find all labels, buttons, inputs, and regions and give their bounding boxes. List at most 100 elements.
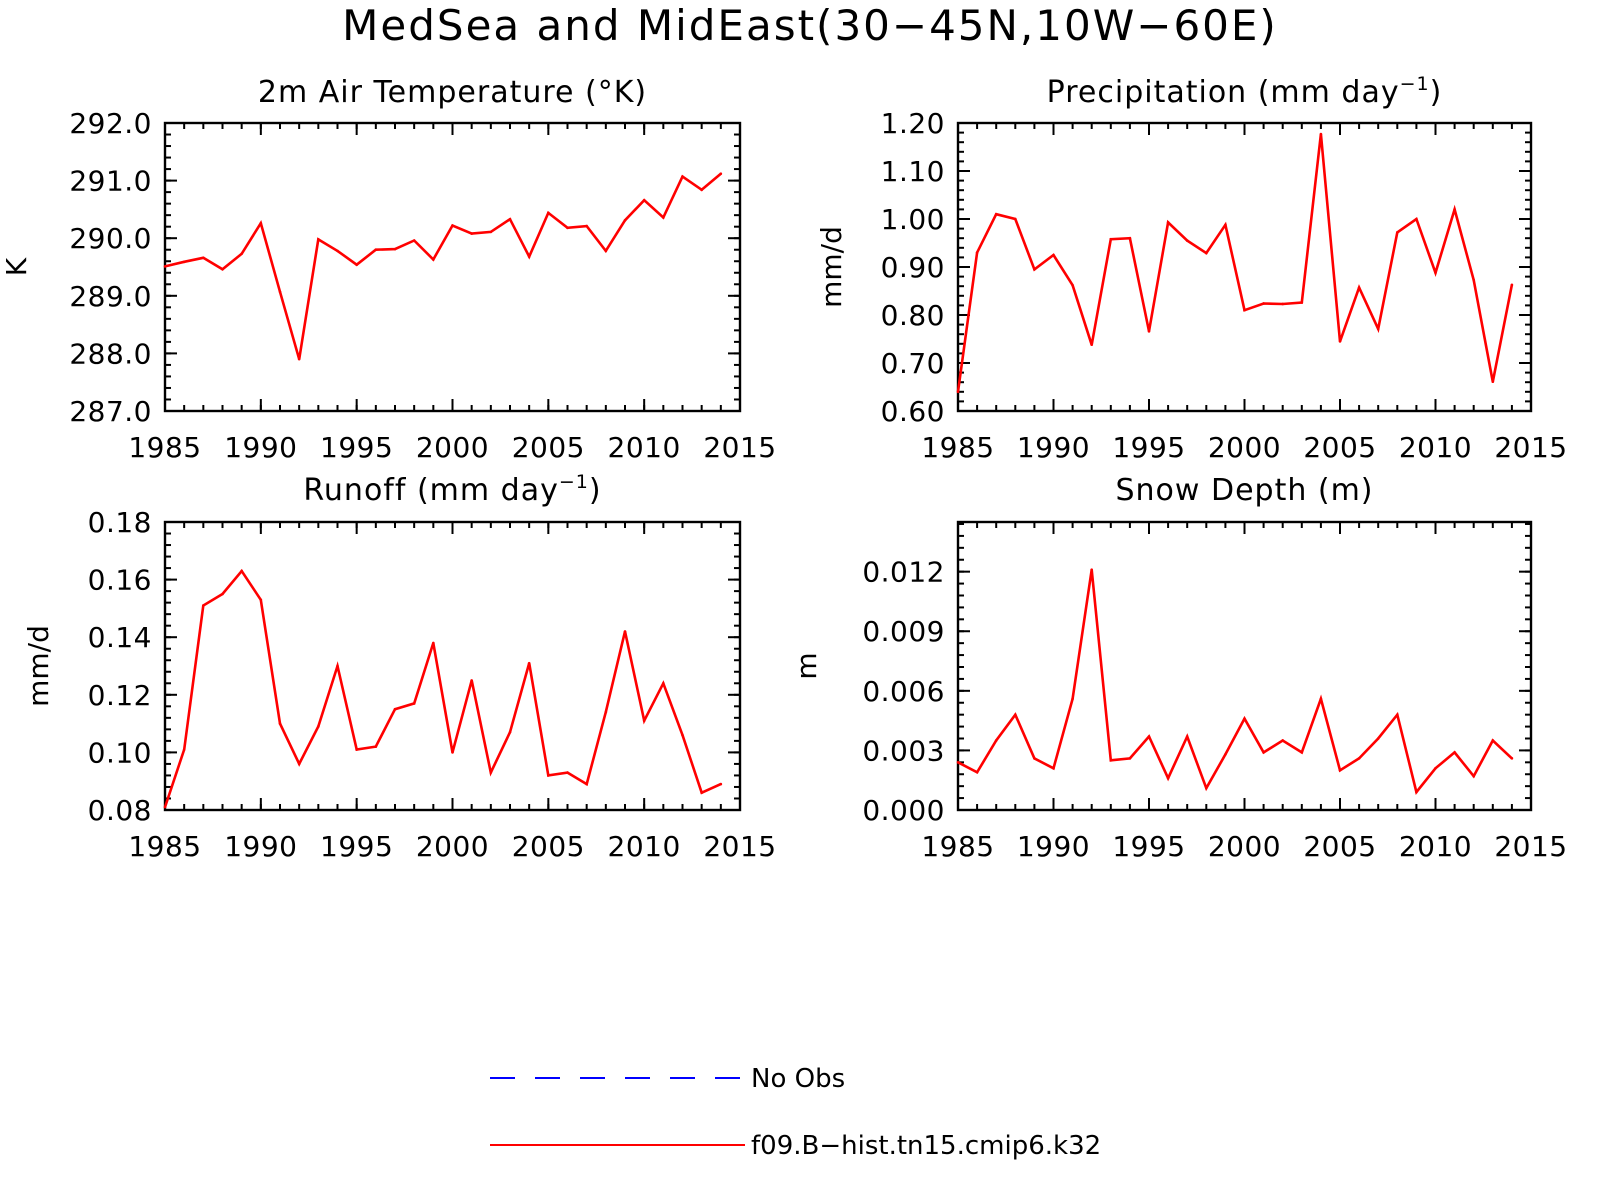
data-point xyxy=(994,739,998,742)
data-point xyxy=(240,569,243,573)
data-point xyxy=(278,290,282,294)
data-point xyxy=(1472,774,1475,778)
y-tick-label: 0.000 xyxy=(862,794,945,827)
data-point xyxy=(317,725,320,728)
data-point xyxy=(662,216,665,219)
data-point xyxy=(1357,757,1361,760)
data-point xyxy=(1014,217,1017,221)
y-axis-label: mm/d xyxy=(22,625,55,707)
data-point xyxy=(297,762,301,766)
data-point xyxy=(1224,753,1227,756)
series-line xyxy=(957,569,1513,795)
data-point xyxy=(975,251,979,254)
data-point xyxy=(1109,237,1113,241)
data-point xyxy=(412,702,416,705)
data-point xyxy=(566,226,569,230)
data-point xyxy=(1071,283,1074,287)
y-tick-label: 287.0 xyxy=(69,395,152,428)
data-point xyxy=(1491,380,1495,384)
data-point xyxy=(1014,713,1017,716)
y-tick-label: 290.0 xyxy=(69,222,152,255)
data-point xyxy=(1224,223,1227,227)
data-point xyxy=(182,748,186,751)
legend-item-1: No Obs xyxy=(490,1064,845,1094)
data-point xyxy=(221,592,224,596)
data-point xyxy=(527,255,531,258)
data-point xyxy=(975,770,979,774)
data-point xyxy=(1319,697,1323,701)
x-tick-label: 1985 xyxy=(128,830,201,863)
panel-title: Precipitation (mm day−1) xyxy=(1047,73,1443,110)
data-point xyxy=(489,771,493,774)
data-point xyxy=(1071,697,1074,701)
y-tick-label: 0.90 xyxy=(881,251,945,284)
data-point xyxy=(547,774,550,777)
panel-title: Snow Depth (m) xyxy=(1115,473,1373,508)
y-axis-label: mm/d xyxy=(815,226,848,308)
chart-panel-2: Precipitation (mm day−1) mm/d 0.60 0.70 0.80… xyxy=(815,73,1567,464)
data-point xyxy=(1338,768,1342,772)
x-tick-label: 2005 xyxy=(512,830,585,863)
panel-title-tail: ) xyxy=(1430,75,1443,110)
data-point xyxy=(1300,301,1304,304)
y-tick-label: 0.14 xyxy=(88,621,152,654)
data-point xyxy=(1147,735,1151,738)
x-tick-label: 2010 xyxy=(608,431,681,464)
data-point xyxy=(1453,208,1456,211)
figure-title: MedSea and MidEast(30−45N,10W−60E) xyxy=(342,1,1278,50)
x-tick-label: 1995 xyxy=(320,431,393,464)
data-point xyxy=(163,265,167,268)
panel-title-tail: ) xyxy=(589,473,602,508)
data-point xyxy=(451,224,454,227)
data-point xyxy=(956,390,960,394)
data-point xyxy=(1243,308,1246,312)
data-point xyxy=(1205,251,1208,255)
data-point xyxy=(1415,790,1418,794)
data-point xyxy=(1396,713,1399,716)
data-point xyxy=(470,232,473,235)
data-point xyxy=(470,679,473,682)
y-tick-label: 288.0 xyxy=(69,337,152,370)
data-point xyxy=(202,604,205,607)
x-tick-label: 2015 xyxy=(703,830,776,863)
x-tick-label: 1985 xyxy=(921,830,994,863)
chart-panel-3: Runoff (mm day−1) mm/d 0.08 0.10 0.12 0.14 0.1… xyxy=(22,471,776,863)
panel-title-superscript: −1 xyxy=(1400,73,1430,95)
data-point xyxy=(719,782,723,786)
data-point xyxy=(604,249,608,253)
x-tick-label: 1995 xyxy=(1112,830,1185,863)
x-tick-label: 1990 xyxy=(1017,431,1090,464)
plot-frame xyxy=(956,121,1533,413)
data-point xyxy=(355,748,358,751)
x-tick-label: 2005 xyxy=(1303,431,1376,464)
series-line xyxy=(163,568,722,808)
data-point xyxy=(1319,132,1323,136)
data-point xyxy=(585,782,588,786)
data-point xyxy=(240,252,243,256)
panel-title-text: Snow Depth (m) xyxy=(1115,473,1373,508)
data-point xyxy=(623,630,627,633)
x-tick-label: 2000 xyxy=(416,830,489,863)
chart-panel-1: 2m Air Temperature (°K) K 287.0 288.0 289.0 2… xyxy=(0,75,776,464)
plot-frame xyxy=(163,520,742,812)
data-point xyxy=(547,211,550,215)
data-point xyxy=(1147,330,1151,333)
legend: No Obs f09.B−hist.tn15.cmip6.k32 xyxy=(490,1064,1101,1161)
data-point xyxy=(1166,776,1170,780)
panel-title: 2m Air Temperature (°K) xyxy=(258,75,647,110)
data-point xyxy=(1033,268,1036,271)
data-point xyxy=(297,357,301,361)
data-point xyxy=(336,249,339,253)
data-point xyxy=(1109,759,1113,762)
plot-frame xyxy=(956,520,1533,812)
data-point xyxy=(1262,751,1265,754)
x-tick-label: 2000 xyxy=(416,431,489,464)
data-point xyxy=(1262,302,1265,305)
x-tick-label: 2015 xyxy=(703,431,776,464)
data-point xyxy=(508,730,512,734)
x-tick-label: 2005 xyxy=(1303,830,1376,863)
y-tick-label: 0.70 xyxy=(881,347,945,380)
data-point xyxy=(1472,278,1475,282)
data-point xyxy=(1510,757,1514,760)
